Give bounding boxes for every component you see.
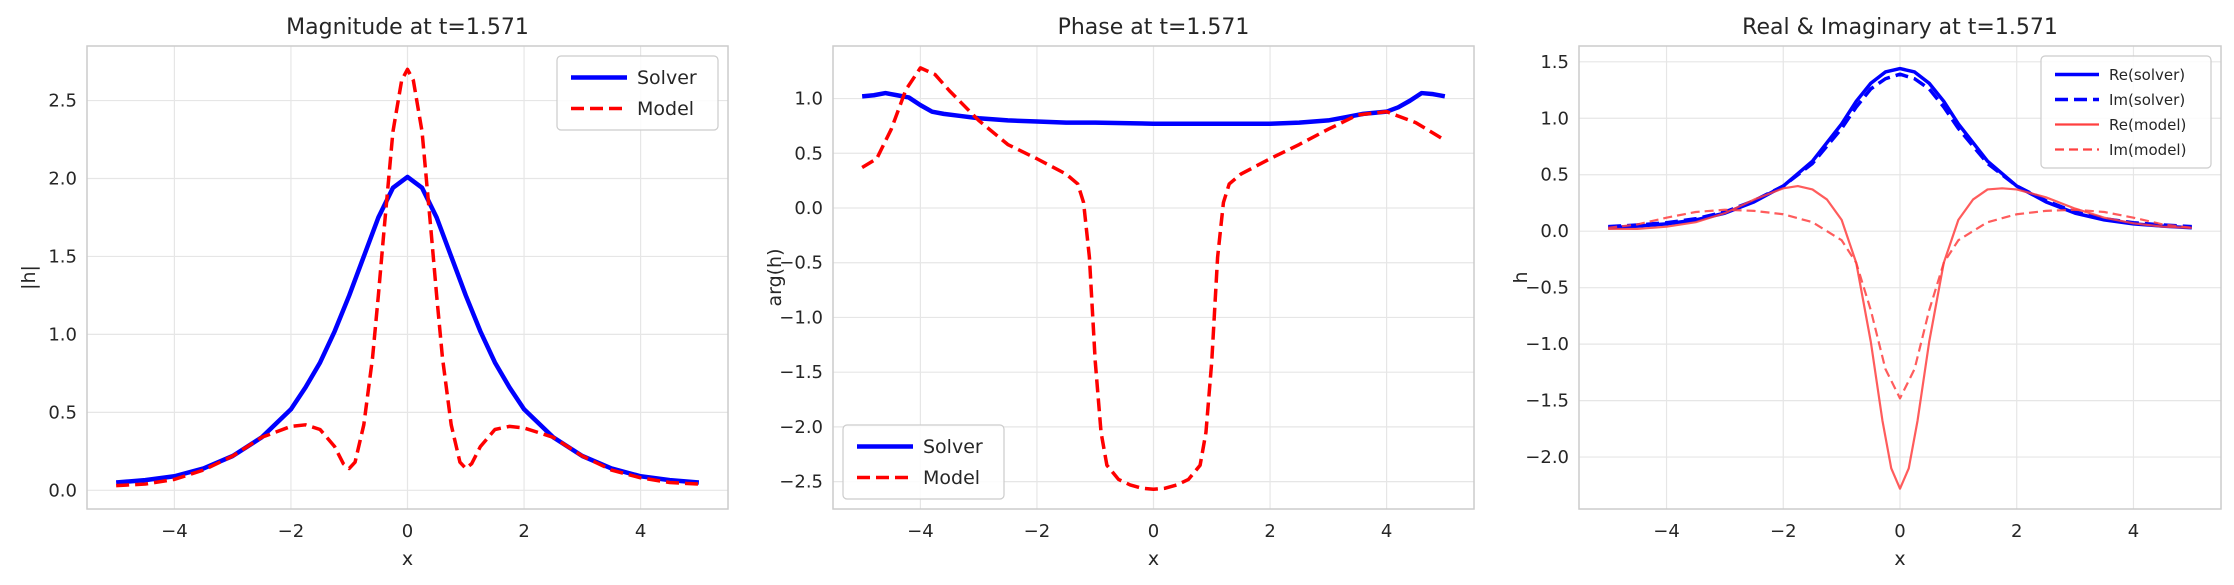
y-tick-label: −2.0 [779,417,823,438]
series-line-model [861,66,1446,492]
y-tick-label: −0.5 [779,253,823,274]
legend-box [556,55,719,131]
legend-label: Model [637,98,694,120]
x-tick-label: 0 [402,521,413,542]
y-tick-label: 1.0 [794,89,823,110]
axes-frame [1578,45,2222,510]
x-tick-label: −4 [161,521,188,542]
y-tick-label: −1.0 [1525,334,1569,355]
y-tick-label: 0.5 [48,402,77,423]
x-tick-label: 2 [1264,521,1275,542]
y-tick-label: −0.5 [1525,278,1569,299]
y-tick-label: 0.5 [1540,165,1569,186]
x-tick-label: −2 [278,521,305,542]
y-tick-label: 1.0 [1540,108,1569,129]
chart-title: Real & Imaginary at t=1.571 [1742,15,2058,40]
y-tick-label: −2.5 [779,472,823,493]
legend-box [2040,55,2212,169]
y-tick-label: 1.0 [48,324,77,345]
y-tick-label: 0.0 [1540,221,1569,242]
legend-label: Solver [923,436,983,458]
legend: Solver Model [556,55,719,131]
y-tick-label: 0.0 [48,480,77,501]
x-axis-label: x [402,548,413,570]
x-tick-label: −4 [1653,521,1680,542]
x-tick-label: 0 [1148,521,1159,542]
legend-label: Im(solver) [2109,91,2185,109]
y-tick-label: 1.5 [1540,52,1569,73]
x-tick-label: 4 [635,521,646,542]
x-tick-label: −2 [1024,521,1051,542]
series-line-re-model [1608,184,2192,490]
legend-label: Im(model) [2109,141,2186,159]
chart-panel-3: −4 −2 0 2 4 −2.0 −1.5 −1.0 −0.5 0.0 0.5 1.0 1.5 Real … [1510,15,2222,570]
axes-frame [86,45,729,510]
x-tick-label: 0 [1894,521,1905,542]
legend: Solver Model [842,424,1005,500]
y-axis-label: arg(h) [764,248,786,306]
legend: Re(solver) Im(solver) Re(model) Im(model) [2040,55,2212,169]
legend-box [842,424,1005,500]
chart-panel-1: −4 −2 0 2 4 0.0 0.5 1.0 1.5 2.0 2.5 Magnitude at t=… [18,15,729,570]
y-tick-label: 1.5 [48,246,77,267]
y-tick-label: −1.5 [1525,391,1569,412]
x-tick-label: 2 [518,521,529,542]
x-tick-label: −4 [907,521,934,542]
legend-label: Solver [637,67,697,89]
chart-title: Magnitude at t=1.571 [286,15,529,40]
series-line-im-model [1608,208,2192,400]
series-line-model [116,67,699,488]
x-axis-label: x [1894,548,1905,570]
y-axis-label: |h| [18,265,40,290]
y-tick-label: −1.5 [779,362,823,383]
x-tick-label: 4 [1381,521,1392,542]
x-axis-label: x [1148,548,1159,570]
legend-label: Re(solver) [2109,66,2185,84]
legend-label: Model [923,467,980,489]
y-tick-label: 0.0 [794,198,823,219]
y-tick-label: 2.0 [48,169,77,190]
x-tick-label: 2 [2011,521,2022,542]
axes-frame [832,45,1475,510]
chart-panel-2: −4 −2 0 2 4 −2.5 −2.0 −1.5 −1.0 −0.5 0.0 0.5 1.0 Phas… [764,15,1475,570]
y-tick-label: 0.5 [794,143,823,164]
x-tick-label: 4 [2128,521,2139,542]
y-tick-label: 2.5 [48,91,77,112]
chart-title: Phase at t=1.571 [1058,15,1250,40]
series-line-solver [861,90,1446,126]
y-tick-label: −1.0 [779,307,823,328]
y-tick-label: −2.0 [1525,447,1569,468]
y-axis-label: h [1510,271,1532,283]
legend-label: Re(model) [2109,116,2186,134]
x-tick-label: −2 [1770,521,1797,542]
